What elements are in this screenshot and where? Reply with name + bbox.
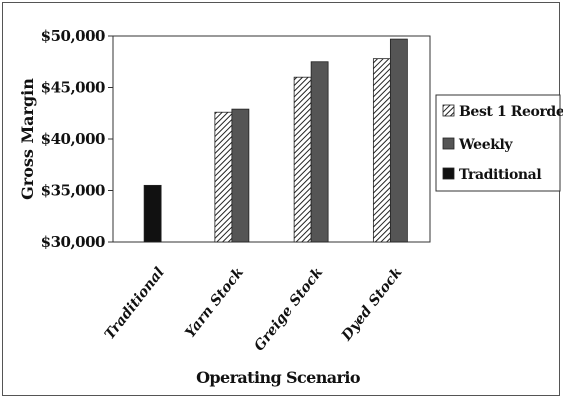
bar-weekly-dyed-stock <box>389 38 408 243</box>
legend-swatch-weekly <box>442 137 455 150</box>
legend-box <box>435 94 561 192</box>
x-category-label: Dyed Stock <box>338 264 406 344</box>
bar-traditional-traditional <box>143 184 162 243</box>
y-tick-label: $50,000 <box>41 27 105 45</box>
y-tick-label: $35,000 <box>41 182 105 200</box>
y-tick-label: $45,000 <box>41 79 105 97</box>
legend-label-weekly: Weekly <box>458 137 513 153</box>
bar-weekly-greige-stock <box>310 61 329 243</box>
x-category-label: Greige Stock <box>251 264 326 354</box>
x-axis-title: Operating Scenario <box>196 368 361 387</box>
legend-swatch-best-1-reorder <box>442 104 455 117</box>
bar-best-1-reorder-yarn-stock <box>214 111 233 243</box>
legend-label-best-1-reorder: Best 1 Reorder <box>459 104 563 120</box>
y-tick-label: $30,000 <box>41 233 105 251</box>
legend: Best 1 Reorder Weekly Traditional <box>435 94 563 192</box>
y-tick-label: $40,000 <box>41 130 105 148</box>
x-category-label: Yarn Stock <box>182 264 247 341</box>
x-category-label: Traditional <box>102 265 168 343</box>
legend-label-traditional: Traditional <box>459 167 541 183</box>
legend-swatch-traditional <box>442 167 455 180</box>
bar-best-1-reorder-greige-stock <box>293 76 312 243</box>
x-axis-categories: Traditional Yarn Stock Greige Stock Dyed St… <box>102 264 406 354</box>
chart-frame <box>2 2 560 396</box>
bar-best-1-reorder-dyed-stock <box>372 58 391 243</box>
bar-weekly-yarn-stock <box>231 108 250 243</box>
bars <box>143 38 408 243</box>
y-axis-ticks: $30,000 $35,000 $40,000 $45,000 $50,000 <box>41 27 113 251</box>
y-axis-title: Gross Margin <box>18 78 37 200</box>
